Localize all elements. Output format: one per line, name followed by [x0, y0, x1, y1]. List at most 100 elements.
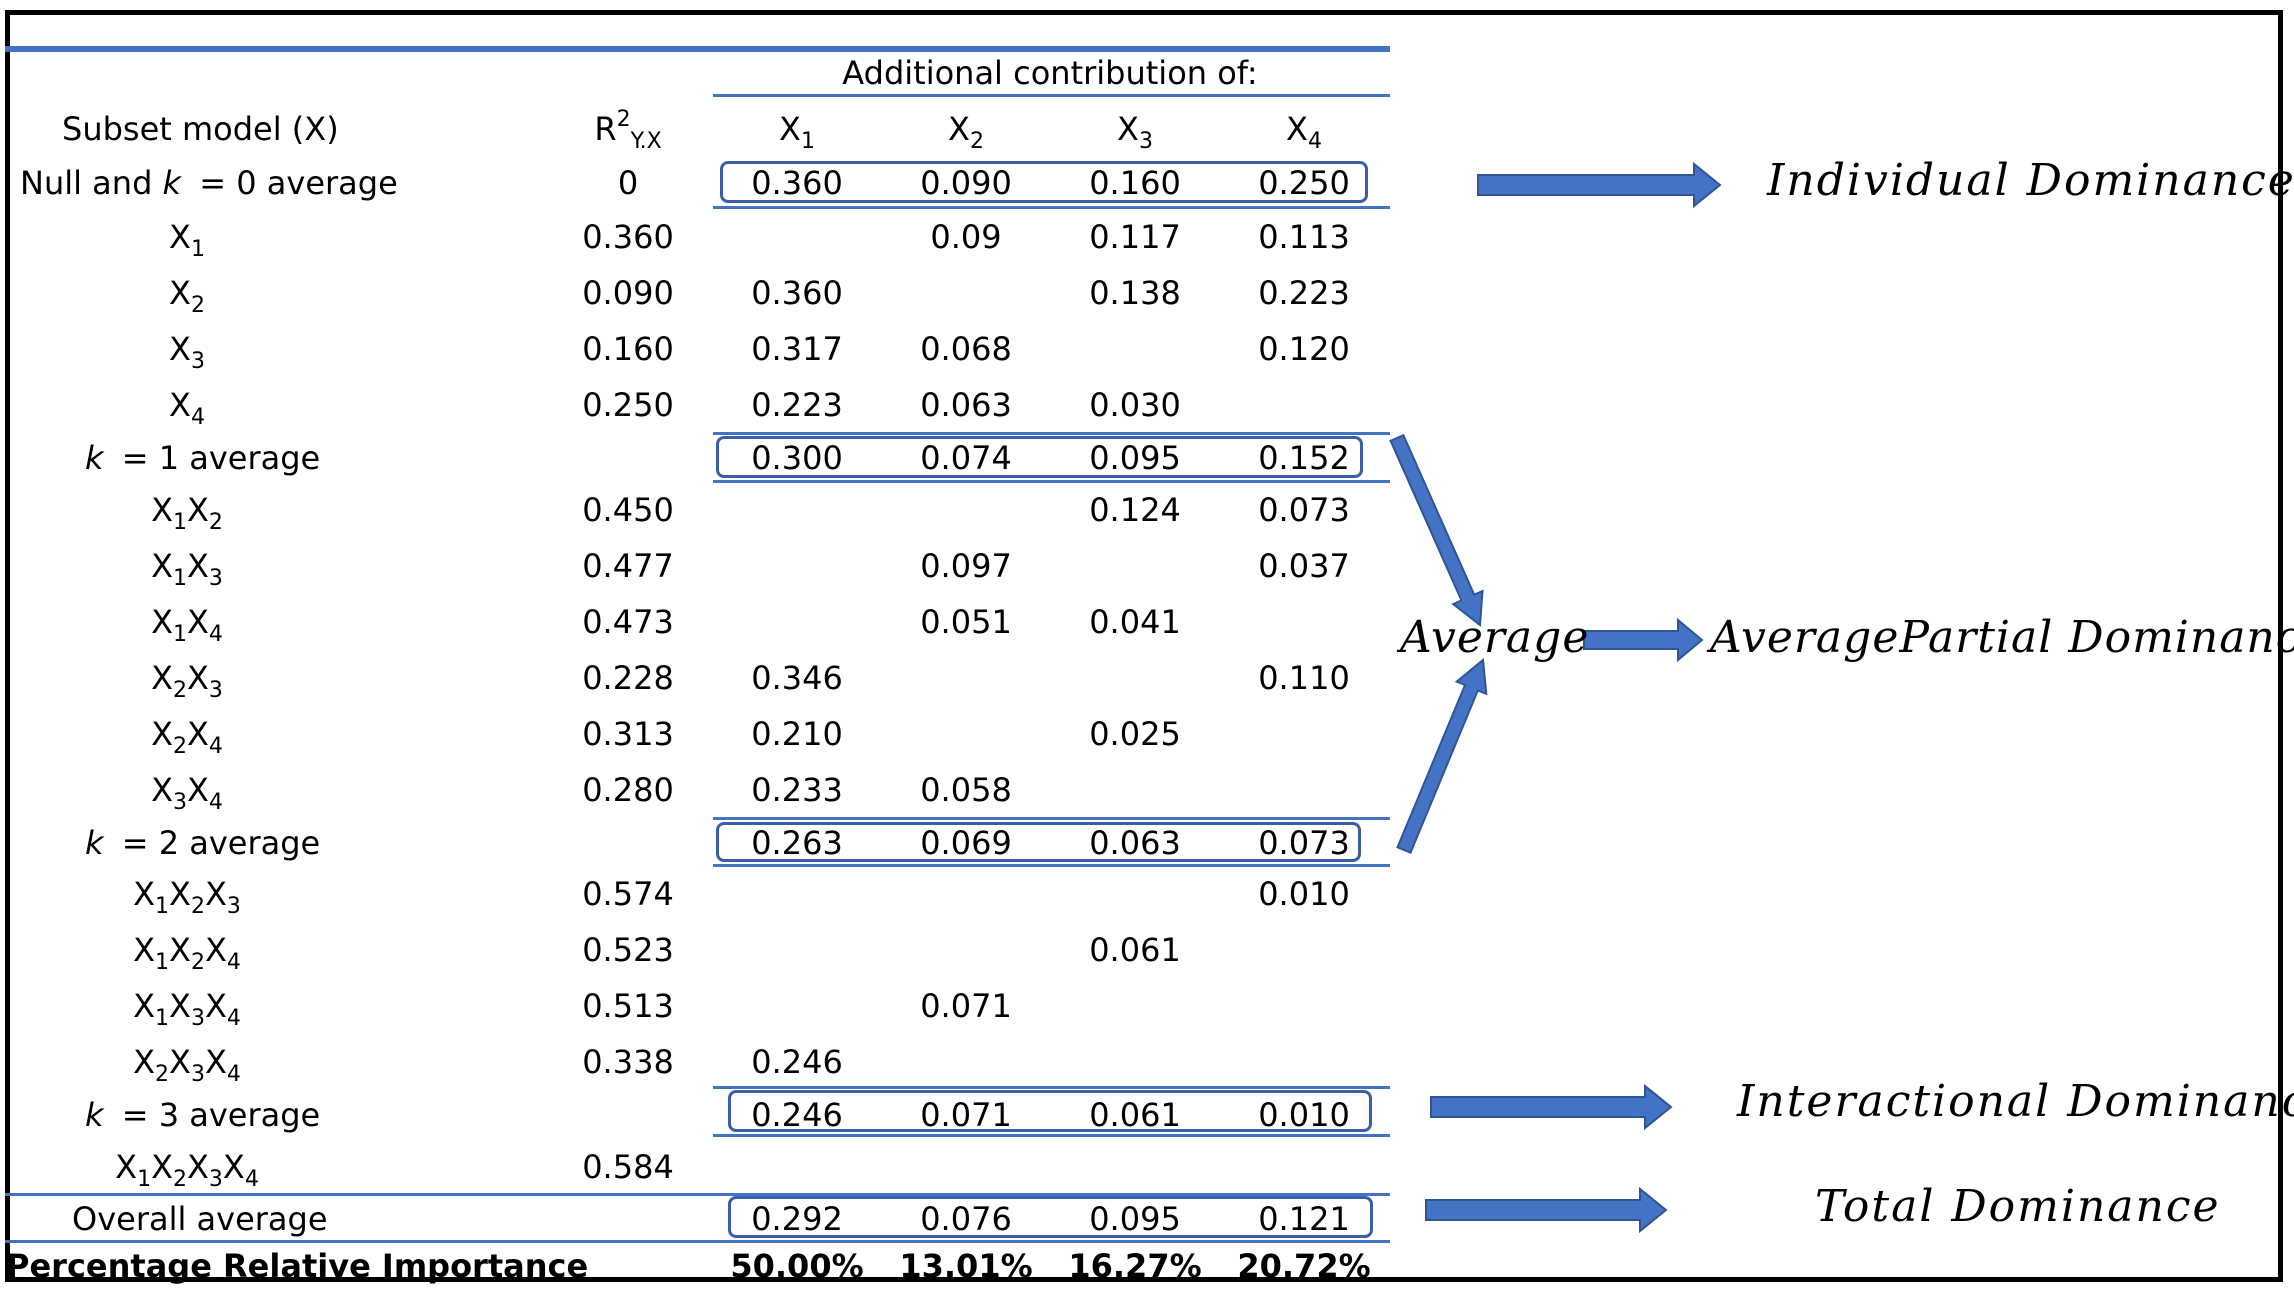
contribution-cell-x4: 0.121 [1258, 1200, 1350, 1238]
contribution-cell-x4: 0.010 [1258, 1096, 1350, 1134]
contribution-cell-x1: 0.360 [751, 274, 843, 312]
subset-label: X2X3 [151, 659, 223, 703]
contribution-cell-x3: 0.095 [1089, 1200, 1181, 1238]
r2-value: 0.360 [582, 218, 674, 256]
row-rule [713, 864, 1390, 867]
contribution-cell-x1: 0.346 [751, 659, 843, 697]
contribution-cell-x1: 0.223 [751, 386, 843, 424]
subset-label: X1 [169, 218, 205, 262]
k1-average-box [716, 436, 1363, 478]
r2-value: 0.338 [582, 1043, 674, 1081]
r2-value: 0 [617, 164, 639, 202]
contribution-cell-x1: 0.292 [751, 1200, 843, 1238]
subset-label: X4 [169, 386, 205, 430]
subset-label: X1X4 [151, 603, 223, 647]
contribution-cell-x1: 50.00% [730, 1247, 864, 1285]
contribution-cell-x4: 0.073 [1258, 491, 1350, 529]
additional-contribution-header: Additional contribution of: [842, 54, 1258, 92]
column-header-x2: X2 [948, 110, 984, 154]
contribution-cell-x1: 0.263 [751, 824, 843, 862]
contribution-cell-x4: 0.250 [1258, 164, 1350, 202]
contribution-cell-x4: 0.152 [1258, 439, 1350, 477]
subset-label: X1X2X4 [133, 931, 241, 975]
subset-label: X1X2 [151, 491, 223, 535]
contribution-cell-x2: 0.051 [920, 603, 1012, 641]
arrow-k2-to-average [1396, 658, 1488, 855]
subset-label: X3X4 [151, 771, 223, 815]
overall-average-box [728, 1196, 1373, 1238]
r2-value: 0.313 [582, 715, 674, 753]
subset-label: X3 [169, 330, 205, 374]
arrow-to-interactional-dominance [1430, 1083, 1673, 1131]
contribution-cell-x1: 0.246 [751, 1043, 843, 1081]
individual-dominance-box [720, 161, 1368, 203]
contribution-cell-x1: 0.246 [751, 1096, 843, 1134]
percentage-relative-importance-label: Percentage Relative Importance [6, 1247, 589, 1285]
r2-value: 0.228 [582, 659, 674, 697]
k3-average-box [728, 1090, 1372, 1132]
r2-value: 0.280 [582, 771, 674, 809]
subset-label: X2 [169, 274, 205, 318]
average-row-label: k = 1 average [85, 439, 321, 477]
r2-value: 0.250 [582, 386, 674, 424]
overall-rule [5, 1193, 1390, 1196]
column-header-x1: X1 [779, 110, 815, 154]
contribution-cell-x4: 0.120 [1258, 330, 1350, 368]
contribution-cell-x3: 0.030 [1089, 386, 1181, 424]
subset-label: X1X3 [151, 547, 223, 591]
average-row-label: Null and k = 0 average [20, 164, 398, 202]
arrow-to-total-dominance [1425, 1186, 1668, 1234]
contribution-cell-x2: 13.01% [899, 1247, 1033, 1285]
average-partial-dominance-label: AveragePartial Dominance [1710, 612, 2294, 663]
contribution-cell-x4: 0.010 [1258, 875, 1350, 913]
r2-header: R2Y.X [594, 107, 662, 154]
interactional-dominance-label: Interactional Dominance [1737, 1076, 2294, 1127]
contribution-cell-x4: 0.113 [1258, 218, 1350, 256]
subset-label: X2X3X4 [133, 1043, 241, 1087]
contribution-cell-x3: 0.160 [1089, 164, 1181, 202]
header-rule [713, 94, 1390, 97]
contribution-cell-x1: 0.317 [751, 330, 843, 368]
contribution-cell-x3: 0.124 [1089, 491, 1181, 529]
overall-average-label: Overall average [72, 1200, 328, 1238]
r2-value: 0.523 [582, 931, 674, 969]
contribution-cell-x1: 0.233 [751, 771, 843, 809]
arrow-k1-to-average [1389, 433, 1484, 627]
contribution-cell-x1: 0.300 [751, 439, 843, 477]
contribution-cell-x2: 0.071 [920, 987, 1012, 1025]
total-dominance-label: Total Dominance [1815, 1181, 2221, 1232]
r2-value: 0.450 [582, 491, 674, 529]
r2-value: 0.513 [582, 987, 674, 1025]
contribution-cell-x4: 0.037 [1258, 547, 1350, 585]
contribution-cell-x3: 0.117 [1089, 218, 1181, 256]
contribution-cell-x4: 0.223 [1258, 274, 1350, 312]
contribution-cell-x2: 0.076 [920, 1200, 1012, 1238]
column-header-x3: X3 [1117, 110, 1153, 154]
contribution-cell-x3: 16.27% [1068, 1247, 1202, 1285]
contribution-cell-x4: 0.110 [1258, 659, 1350, 697]
contribution-cell-x2: 0.069 [920, 824, 1012, 862]
contribution-cell-x2: 0.071 [920, 1096, 1012, 1134]
contribution-cell-x2: 0.074 [920, 439, 1012, 477]
subset-label: X1X2X3X4 [115, 1148, 259, 1192]
k2-average-box [716, 822, 1361, 862]
contribution-cell-x3: 0.138 [1089, 274, 1181, 312]
column-header-x4: X4 [1286, 110, 1322, 154]
r2-value: 0.477 [582, 547, 674, 585]
figure-frame [5, 10, 2283, 1282]
contribution-cell-x3: 0.063 [1089, 824, 1181, 862]
contribution-cell-x2: 0.063 [920, 386, 1012, 424]
subset-model-header: Subset model (X) [62, 110, 339, 148]
individual-dominance-label: Individual Dominance [1767, 155, 2294, 206]
subset-label: X1X3X4 [133, 987, 241, 1031]
contribution-cell-x4: 20.72% [1237, 1247, 1371, 1285]
average-row-label: k = 2 average [85, 824, 321, 862]
top-rule [5, 46, 1390, 52]
contribution-cell-x1: 0.210 [751, 715, 843, 753]
overall-rule [5, 1240, 1390, 1243]
contribution-cell-x3: 0.041 [1089, 603, 1181, 641]
r2-value: 0.160 [582, 330, 674, 368]
r2-value: 0.090 [582, 274, 674, 312]
contribution-cell-x3: 0.061 [1089, 931, 1181, 969]
